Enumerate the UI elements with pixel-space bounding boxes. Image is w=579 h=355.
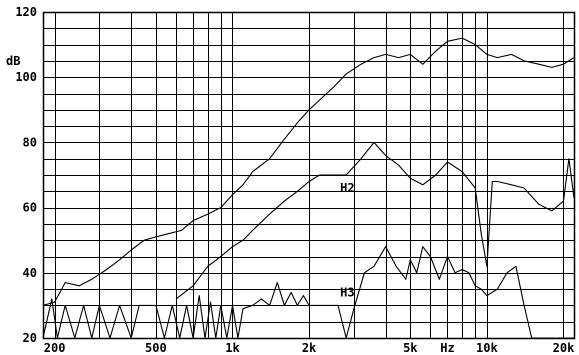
x-tick-label: 5k <box>403 341 418 355</box>
plot-frame <box>42 11 576 340</box>
x-tick-label: 2k <box>302 341 317 355</box>
y-axis-label: dB <box>6 54 20 68</box>
series-line-1 <box>42 37 575 306</box>
y-tick-label: 60 <box>23 201 37 215</box>
series-line-2 <box>175 141 575 300</box>
grid <box>43 12 574 339</box>
x-tick-label: 20k <box>553 341 575 355</box>
y-tick-label: 100 <box>15 70 37 84</box>
x-tick-label: 1k <box>225 341 240 355</box>
y-tick-label: 20 <box>23 331 37 345</box>
y-tick-label: 40 <box>23 266 37 280</box>
x-tick-label: 10k <box>476 341 498 355</box>
x-tick-label: 200 <box>44 341 66 355</box>
series-line-3 <box>42 246 574 339</box>
y-tick-label: 80 <box>23 135 37 149</box>
x-axis-label: Hz <box>440 341 454 355</box>
plot-border <box>42 11 576 340</box>
curve-annotation: H3 <box>340 285 354 299</box>
curves <box>42 37 575 339</box>
labels: dB Hz 20 40 60 80 100 120 200 500 1k 2k 5k 10k 20k H2… <box>6 5 575 355</box>
curve-annotation: H2 <box>340 181 354 195</box>
x-tick-label: 500 <box>145 341 167 355</box>
y-tick-label: 120 <box>15 5 37 19</box>
